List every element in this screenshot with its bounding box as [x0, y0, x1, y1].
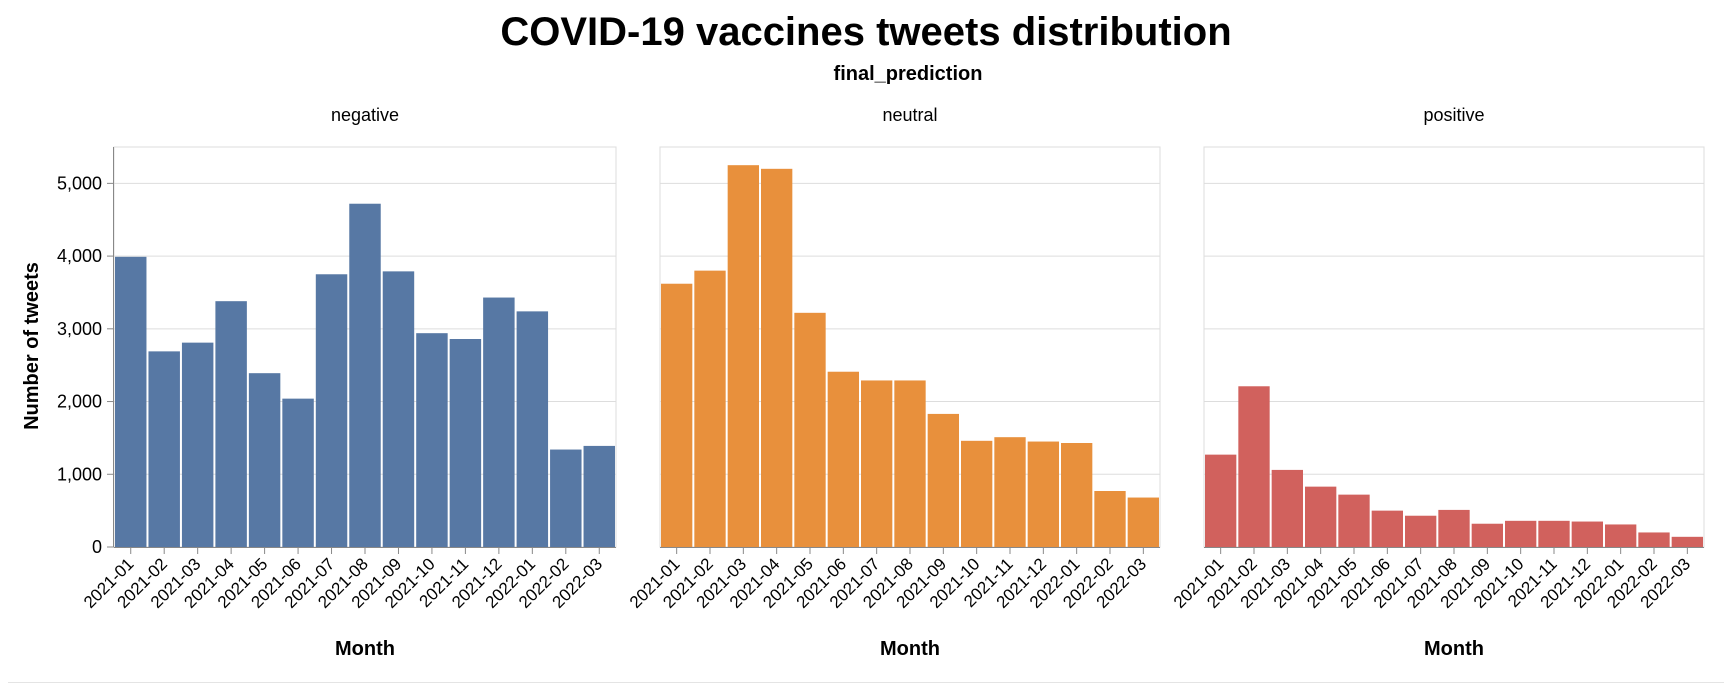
- y-tick-label: 3,000: [57, 319, 102, 339]
- bar: [1405, 515, 1437, 547]
- bar: [1061, 443, 1093, 547]
- bar: [1471, 523, 1503, 547]
- bar: [927, 413, 959, 547]
- bar: [1305, 486, 1337, 547]
- bar: [1571, 521, 1603, 547]
- x-axis-title: Month: [880, 638, 940, 660]
- bar: [181, 342, 214, 547]
- facet-panel-positive: positive2021-012021-022021-032021-042021…: [1170, 105, 1705, 660]
- x-axis-title: Month: [335, 638, 395, 660]
- bar: [894, 380, 926, 547]
- y-axis-title: Number of tweets: [21, 262, 43, 430]
- facet-panel-neutral: neutral2021-012021-022021-032021-042021-…: [626, 105, 1161, 660]
- facet-label: negative: [331, 105, 399, 125]
- bar: [827, 371, 859, 547]
- bottom-divider: [8, 682, 1724, 683]
- facet-label: positive: [1423, 105, 1484, 125]
- bar: [1638, 532, 1670, 547]
- bar: [1438, 509, 1470, 547]
- bar: [248, 373, 281, 547]
- bar: [794, 312, 826, 547]
- bar: [282, 398, 314, 547]
- bar: [1338, 494, 1370, 547]
- facet-panel-negative: negative2021-012021-022021-032021-042021…: [80, 105, 617, 660]
- bar: [148, 351, 180, 547]
- bar: [583, 445, 615, 547]
- bar: [483, 297, 515, 547]
- bar: [550, 449, 582, 547]
- bar: [994, 437, 1026, 547]
- bar: [1094, 491, 1126, 547]
- bar: [115, 256, 147, 547]
- bar: [727, 165, 759, 547]
- bar: [349, 203, 381, 547]
- bar: [861, 380, 893, 547]
- bar: [1505, 520, 1537, 547]
- bar: [1271, 469, 1303, 547]
- bar: [1238, 386, 1270, 547]
- bar: [1127, 497, 1159, 547]
- bar: [215, 301, 247, 547]
- bar: [516, 311, 549, 547]
- facet-label: neutral: [882, 105, 937, 125]
- y-tick-label: 5,000: [57, 173, 102, 193]
- bar: [449, 339, 482, 547]
- bar: [761, 168, 793, 547]
- bar: [315, 274, 348, 547]
- y-axis: 0 1,000 2,000 3,000 4,000 5,000: [57, 147, 114, 557]
- facet-panels: negative2021-012021-022021-032021-042021…: [57, 105, 1705, 660]
- bar: [661, 283, 693, 547]
- y-tick-label: 1,000: [57, 464, 102, 484]
- bar: [1671, 536, 1703, 547]
- bar: [961, 440, 993, 547]
- facet-header: final_prediction: [834, 63, 983, 85]
- y-tick-label: 0: [92, 537, 102, 557]
- bar: [1027, 441, 1059, 547]
- bar: [416, 333, 448, 547]
- chart-title: COVID-19 vaccines tweets distribution: [500, 10, 1231, 54]
- bar: [1205, 454, 1237, 547]
- bar: [1371, 510, 1403, 547]
- bar: [1538, 520, 1570, 547]
- bar: [694, 270, 726, 547]
- y-tick-label: 2,000: [57, 392, 102, 412]
- x-axis-title: Month: [1424, 638, 1484, 660]
- bar: [382, 271, 415, 547]
- bar: [1605, 524, 1637, 547]
- y-tick-label: 4,000: [57, 246, 102, 266]
